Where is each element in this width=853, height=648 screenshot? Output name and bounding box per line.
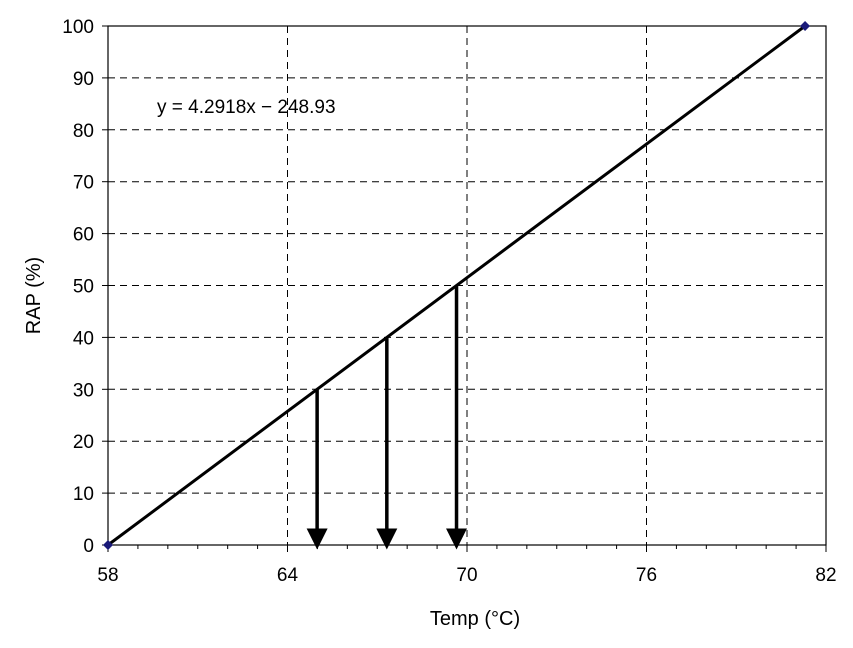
y-tick-label-0: 0 [83, 536, 94, 557]
y-tick-label-10: 10 [73, 484, 94, 505]
x-tick-labels: 58 64 70 76 82 [97, 565, 836, 586]
series-line-1 [107, 24, 806, 547]
equation-annotation: y = 4.2918x − 248.93 [157, 97, 336, 118]
y-tick-label-80: 80 [73, 121, 94, 142]
y-axis-label: RAP (%) [23, 257, 45, 334]
data-point-2 [800, 21, 811, 31]
y-tick-label-70: 70 [73, 173, 94, 194]
grid-lines [108, 26, 826, 545]
series-layer [103, 21, 811, 550]
y-tick-label-20: 20 [73, 432, 94, 453]
y-tick-label-50: 50 [73, 277, 94, 298]
x-tick-label-70: 70 [456, 565, 477, 586]
x-tick-label-64: 64 [277, 565, 299, 586]
y-tick-label-40: 40 [73, 328, 94, 349]
data-point-1 [103, 540, 113, 550]
x-tick-label-76: 76 [636, 565, 657, 586]
y-tick-label-60: 60 [73, 225, 94, 246]
y-tick-label-100: 100 [62, 17, 94, 38]
drop-arrows [306, 285, 468, 550]
x-tick-label-82: 82 [815, 565, 836, 586]
y-tick-labels: 0 10 20 30 40 50 60 70 80 90 100 [62, 17, 94, 557]
x-tick-label-58: 58 [97, 565, 118, 586]
y-tick-label-90: 90 [73, 69, 94, 90]
y-tick-label-30: 30 [73, 380, 94, 401]
x-axis-label: Temp (°C) [430, 608, 520, 630]
